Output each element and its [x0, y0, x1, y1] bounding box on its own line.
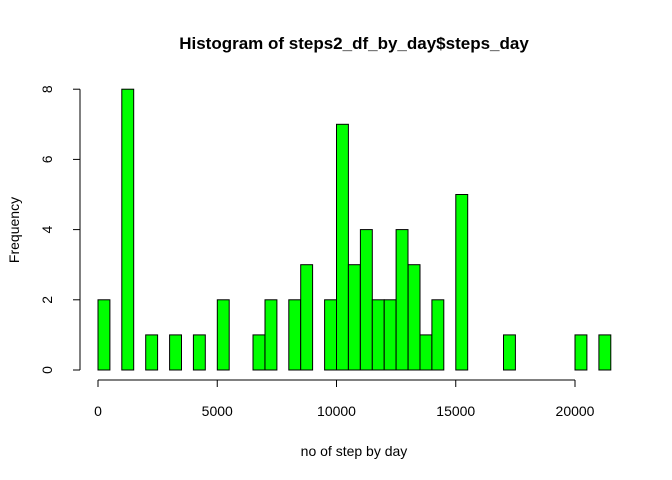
x-axis-ticks: 0 5000 10000 15000 20000: [94, 380, 595, 419]
histogram-bar: [574, 334, 588, 371]
histogram-bar: [324, 299, 338, 371]
x-tick-label: 0: [94, 403, 102, 419]
histogram-bar: [300, 264, 314, 371]
x-tick-label: 20000: [556, 403, 595, 419]
histogram-bar: [145, 334, 159, 371]
histogram-bar: [252, 334, 266, 371]
histogram-bar: [419, 334, 433, 371]
bars-group: [97, 88, 612, 371]
x-axis-label: no of step by day: [301, 443, 408, 459]
y-axis-ticks: 0 2 4 6 8: [39, 85, 80, 374]
histogram-bar: [121, 88, 135, 371]
histogram-bar: [359, 229, 373, 371]
histogram-bar: [407, 264, 421, 371]
histogram-bar: [383, 299, 397, 371]
histogram-bar: [264, 299, 278, 371]
histogram-bar: [503, 334, 516, 371]
y-axis-label: Frequency: [6, 197, 22, 263]
histogram-bar: [216, 299, 230, 371]
histogram-bar: [455, 194, 469, 371]
histogram-bar: [598, 334, 612, 371]
y-tick-label: 6: [39, 155, 55, 163]
y-tick-label: 4: [39, 225, 55, 233]
histogram-bar: [371, 299, 385, 371]
histogram-bar: [192, 334, 206, 371]
x-tick-label: 5000: [202, 403, 233, 419]
y-tick-label: 0: [39, 366, 55, 374]
histogram-bar: [347, 264, 361, 371]
y-tick-label: 2: [39, 296, 55, 304]
histogram-bar: [97, 299, 111, 371]
histogram-bar: [169, 334, 183, 371]
histogram-bar: [395, 229, 409, 371]
histogram-bar: [336, 123, 349, 371]
histogram-bar: [431, 299, 445, 371]
x-tick-label: 10000: [317, 403, 356, 419]
chart-title: Histogram of steps2_df_by_day$steps_day: [179, 34, 529, 53]
x-tick-label: 15000: [436, 403, 475, 419]
histogram-bar: [288, 299, 302, 371]
y-tick-label: 8: [39, 85, 55, 93]
